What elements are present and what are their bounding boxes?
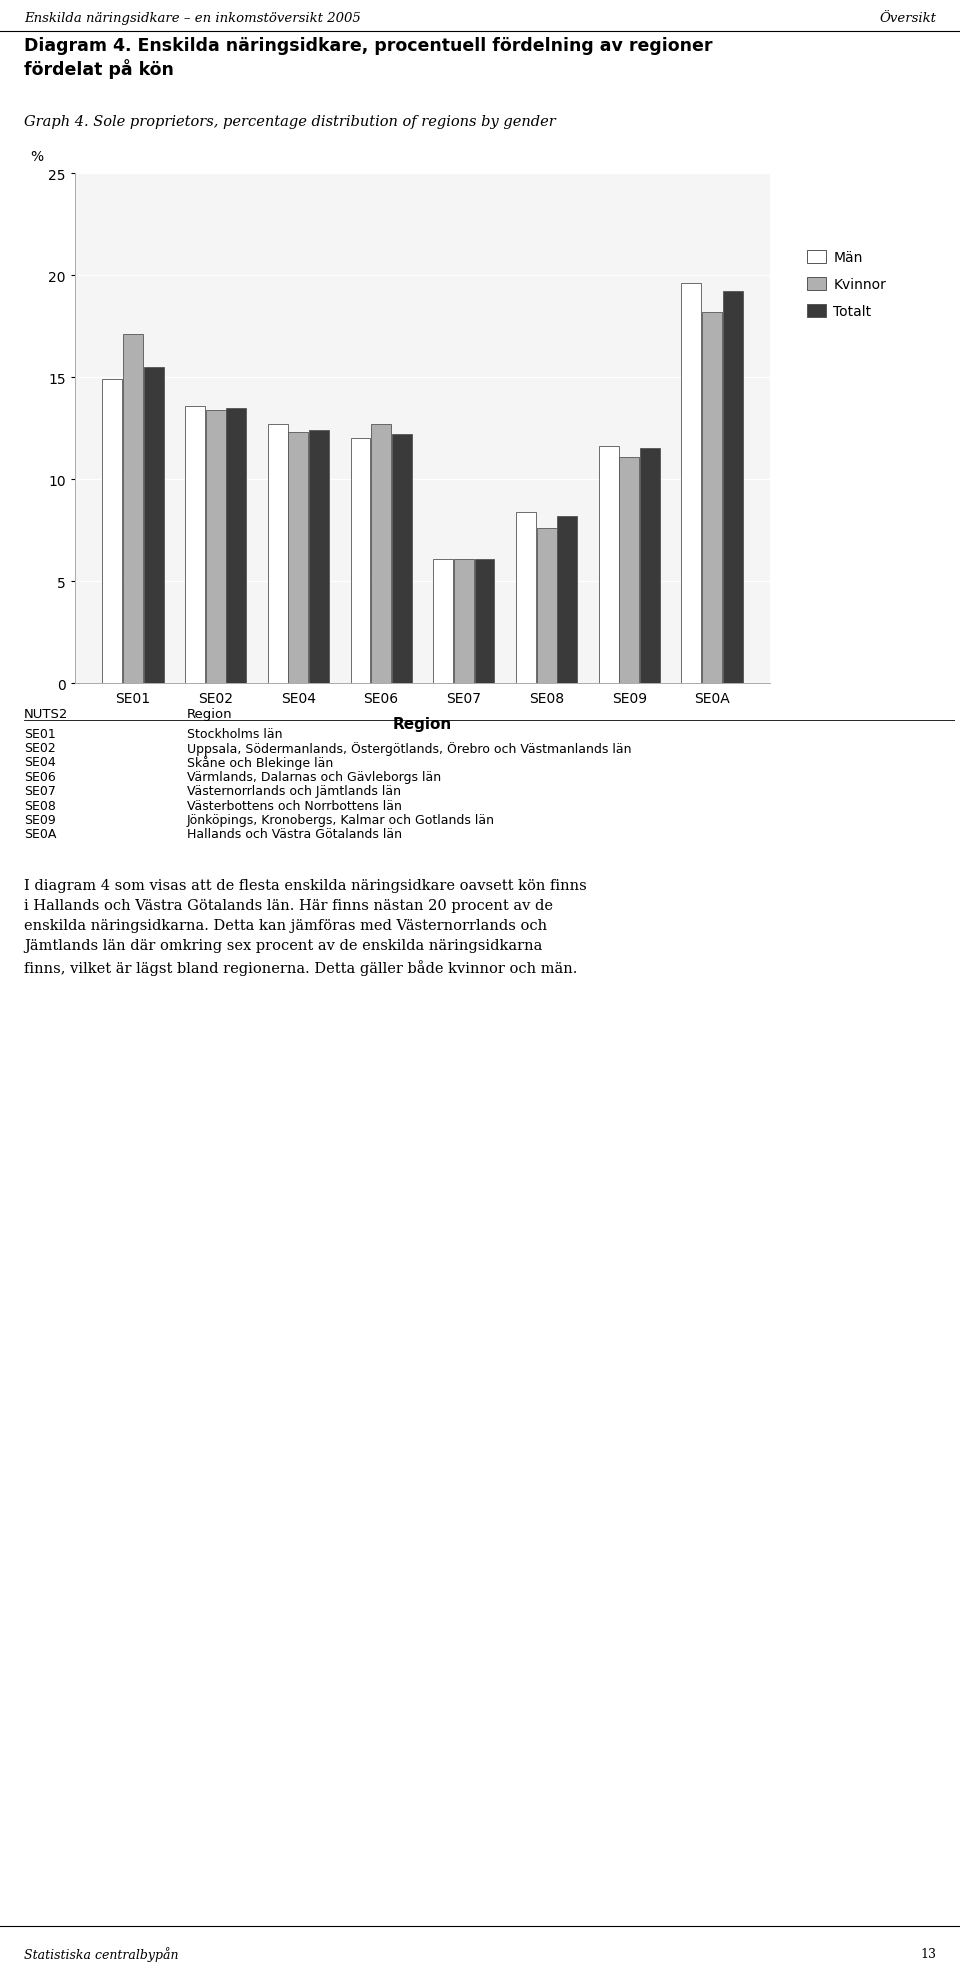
Text: %: % [30, 150, 43, 164]
Text: SE04: SE04 [24, 756, 56, 769]
Text: Hallands och Västra Götalands län: Hallands och Västra Götalands län [187, 829, 402, 840]
Text: Värmlands, Dalarnas och Gävleborgs län: Värmlands, Dalarnas och Gävleborgs län [187, 771, 441, 783]
Text: Västernorrlands och Jämtlands län: Västernorrlands och Jämtlands län [187, 785, 401, 797]
Text: Västerbottens och Norrbottens län: Västerbottens och Norrbottens län [187, 799, 402, 813]
Bar [205, 410, 226, 685]
Text: SE01: SE01 [24, 728, 56, 740]
Bar [103, 381, 122, 685]
Text: SE02: SE02 [24, 742, 56, 756]
Bar [454, 558, 474, 685]
Bar [723, 292, 743, 685]
Bar [372, 424, 391, 685]
Text: NUTS2: NUTS2 [24, 708, 68, 720]
Text: SE07: SE07 [24, 785, 56, 797]
Bar [123, 335, 143, 685]
Text: SE09: SE09 [24, 813, 56, 827]
Text: Diagram 4. Enskilda näringsidkare, procentuell fördelning av regioner
fördelat p: Diagram 4. Enskilda näringsidkare, proce… [24, 37, 712, 79]
Bar [309, 430, 329, 685]
Text: Enskilda näringsidkare – en inkomstöversikt 2005: Enskilda näringsidkare – en inkomstövers… [24, 12, 361, 26]
Text: SE06: SE06 [24, 771, 56, 783]
Text: Statistiska centralbyрån: Statistiska centralbyрån [24, 1945, 179, 1961]
Bar [640, 450, 660, 685]
Bar [288, 432, 308, 685]
Bar [185, 406, 204, 685]
Bar [619, 458, 639, 685]
Text: Uppsala, Södermanlands, Östergötlands, Örebro och Västmanlands län: Uppsala, Södermanlands, Östergötlands, Ö… [187, 742, 632, 756]
Legend: Män, Kvinnor, Totalt: Män, Kvinnor, Totalt [807, 251, 886, 320]
Bar [599, 448, 618, 685]
Text: Skåne och Blekinge län: Skåne och Blekinge län [187, 756, 333, 769]
Text: Region: Region [187, 708, 232, 720]
Text: Jönköpings, Kronobergs, Kalmar och Gotlands län: Jönköpings, Kronobergs, Kalmar och Gotla… [187, 813, 495, 827]
Bar [433, 558, 453, 685]
Bar [682, 284, 702, 685]
Bar [474, 558, 494, 685]
Bar [558, 517, 577, 685]
Text: Översikt: Översikt [879, 12, 936, 26]
Bar [268, 424, 288, 685]
Bar [350, 438, 371, 685]
Text: Graph 4. Sole proprietors, percentage distribution of regions by gender: Graph 4. Sole proprietors, percentage di… [24, 114, 556, 128]
Bar [227, 408, 247, 685]
Bar [392, 434, 412, 685]
Text: Stockholms län: Stockholms län [187, 728, 282, 740]
Bar [516, 513, 536, 685]
Text: 13: 13 [920, 1947, 936, 1961]
Text: SE0A: SE0A [24, 829, 57, 840]
Bar [537, 529, 557, 685]
Bar [702, 312, 722, 685]
Text: SE08: SE08 [24, 799, 56, 813]
Bar [144, 367, 163, 685]
Text: I diagram 4 som visas att de flesta enskilda näringsidkare oavsett kön finns
i H: I diagram 4 som visas att de flesta ensk… [24, 878, 587, 975]
X-axis label: Region: Region [393, 716, 452, 732]
